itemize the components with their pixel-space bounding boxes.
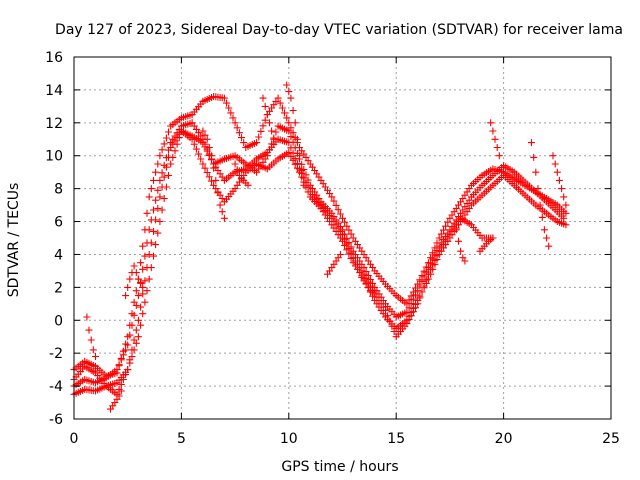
plus-markers <box>199 127 228 222</box>
plus-markers <box>259 94 278 143</box>
series-branch-c <box>122 262 147 300</box>
series-branch-e <box>231 160 252 189</box>
y-tick-label: 12 <box>45 116 63 132</box>
x-tick-label: 25 <box>602 431 620 447</box>
y-tick-labels: -6 -4 -2 0 2 4 6 8 10 12 14 16 <box>45 50 63 428</box>
y-tick-label: 4 <box>54 247 63 263</box>
series-branch-m <box>528 139 553 250</box>
y-axis-label: SDTVAR / TECUs <box>6 183 22 298</box>
series-branch-j <box>452 226 469 265</box>
plus-markers <box>283 81 308 189</box>
y-tick-label: -6 <box>49 412 63 428</box>
y-tick-label: 16 <box>45 50 63 66</box>
plus-markers <box>528 139 553 250</box>
plus-markers <box>231 160 252 189</box>
grid-lines <box>74 57 611 419</box>
plus-markers <box>549 152 570 209</box>
plus-markers <box>476 234 497 255</box>
plus-markers <box>487 119 503 160</box>
y-tick-label: -4 <box>49 379 63 395</box>
series-branch-l <box>487 119 503 160</box>
series-branch-d <box>199 127 228 222</box>
series-branch-i <box>358 274 379 298</box>
x-tick-labels: 0 5 10 15 20 25 <box>70 431 620 447</box>
plus-markers <box>83 313 99 360</box>
y-tick-label: 10 <box>45 149 63 165</box>
y-tick-label: -2 <box>49 346 63 362</box>
y-tick-label: 0 <box>54 313 63 329</box>
plus-markers <box>452 226 469 265</box>
plus-markers <box>358 274 379 298</box>
series-branch-g <box>283 81 308 189</box>
chart-title: Day 127 of 2023, Sidereal Day-to-day VTE… <box>55 22 623 38</box>
series-branch-k <box>476 234 497 255</box>
y-tick-label: 6 <box>54 215 63 231</box>
series-branch-h <box>324 251 344 278</box>
plus-markers <box>324 251 344 278</box>
x-tick-label: 15 <box>387 431 405 447</box>
plot-frame <box>73 56 612 420</box>
plus-markers <box>122 262 147 300</box>
x-tick-label: 0 <box>70 431 79 447</box>
y-tick-label: 2 <box>54 280 63 296</box>
y-tick-label: 14 <box>45 83 63 99</box>
x-tick-label: 5 <box>177 431 186 447</box>
plus-markers <box>107 387 125 413</box>
series-branch-b <box>107 387 125 413</box>
x-axis-label: GPS time / hours <box>281 459 398 475</box>
axis-ticks <box>73 56 612 420</box>
series-branch-a <box>83 313 99 360</box>
series-branch-f <box>259 94 278 143</box>
y-tick-label: 8 <box>54 182 63 198</box>
series-branch-n <box>549 152 570 209</box>
x-tick-label: 20 <box>495 431 513 447</box>
x-tick-label: 10 <box>280 431 298 447</box>
